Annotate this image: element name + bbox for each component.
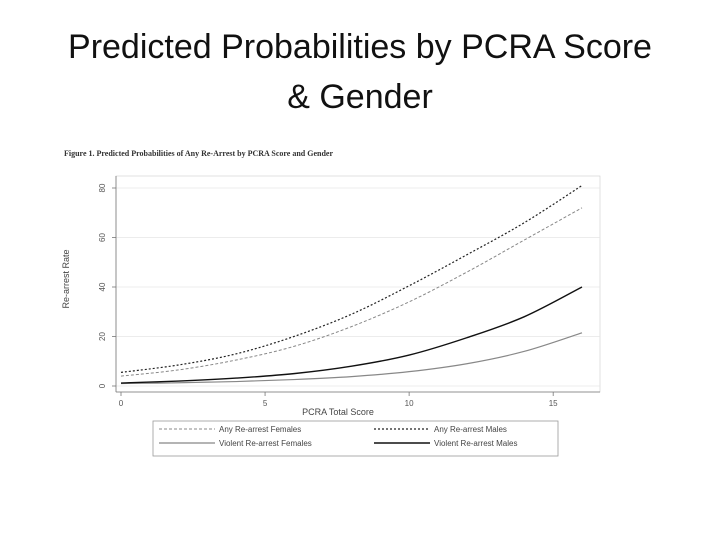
legend-label-3: Violent Re-arrest Males bbox=[434, 439, 517, 448]
slide-title-line2: & Gender bbox=[287, 78, 433, 116]
series-line-0 bbox=[120, 207, 583, 377]
x-tick-label: 5 bbox=[263, 399, 268, 408]
slide-title: Predicted Probabilities by PCRA Score & … bbox=[20, 22, 700, 122]
slide-title-line1: Predicted Probabilities by PCRA Score bbox=[68, 28, 652, 66]
x-tick-label: 10 bbox=[405, 399, 414, 408]
legend: Any Re-arrest Females Any Re-arrest Males… bbox=[152, 420, 559, 457]
series-line-3 bbox=[120, 286, 583, 384]
series-line-2 bbox=[120, 332, 583, 385]
y-tick-label: 80 bbox=[98, 183, 107, 192]
y-axis-title: Re-arrest Rate bbox=[61, 249, 71, 308]
y-tick-label: 20 bbox=[98, 332, 107, 341]
legend-label-0: Any Re-arrest Females bbox=[219, 425, 301, 434]
y-tick-label: 60 bbox=[98, 233, 107, 242]
legend-label-1: Any Re-arrest Males bbox=[434, 425, 507, 434]
legend-label-2: Violent Re-arrest Females bbox=[219, 439, 312, 448]
series-line-1 bbox=[120, 185, 583, 373]
x-axis-title: PCRA Total Score bbox=[302, 407, 374, 417]
x-tick-label: 0 bbox=[119, 399, 124, 408]
y-tick-label: 40 bbox=[98, 282, 107, 291]
legend-box bbox=[152, 420, 559, 457]
figure-caption: Figure 1. Predicted Probabilities of Any… bbox=[64, 149, 334, 158]
plot-area: 0 20 40 60 80 0 5 10 15 bbox=[98, 175, 601, 408]
y-tick-label: 0 bbox=[98, 383, 107, 388]
plot-frame bbox=[115, 175, 601, 393]
x-tick-label: 15 bbox=[549, 399, 558, 408]
